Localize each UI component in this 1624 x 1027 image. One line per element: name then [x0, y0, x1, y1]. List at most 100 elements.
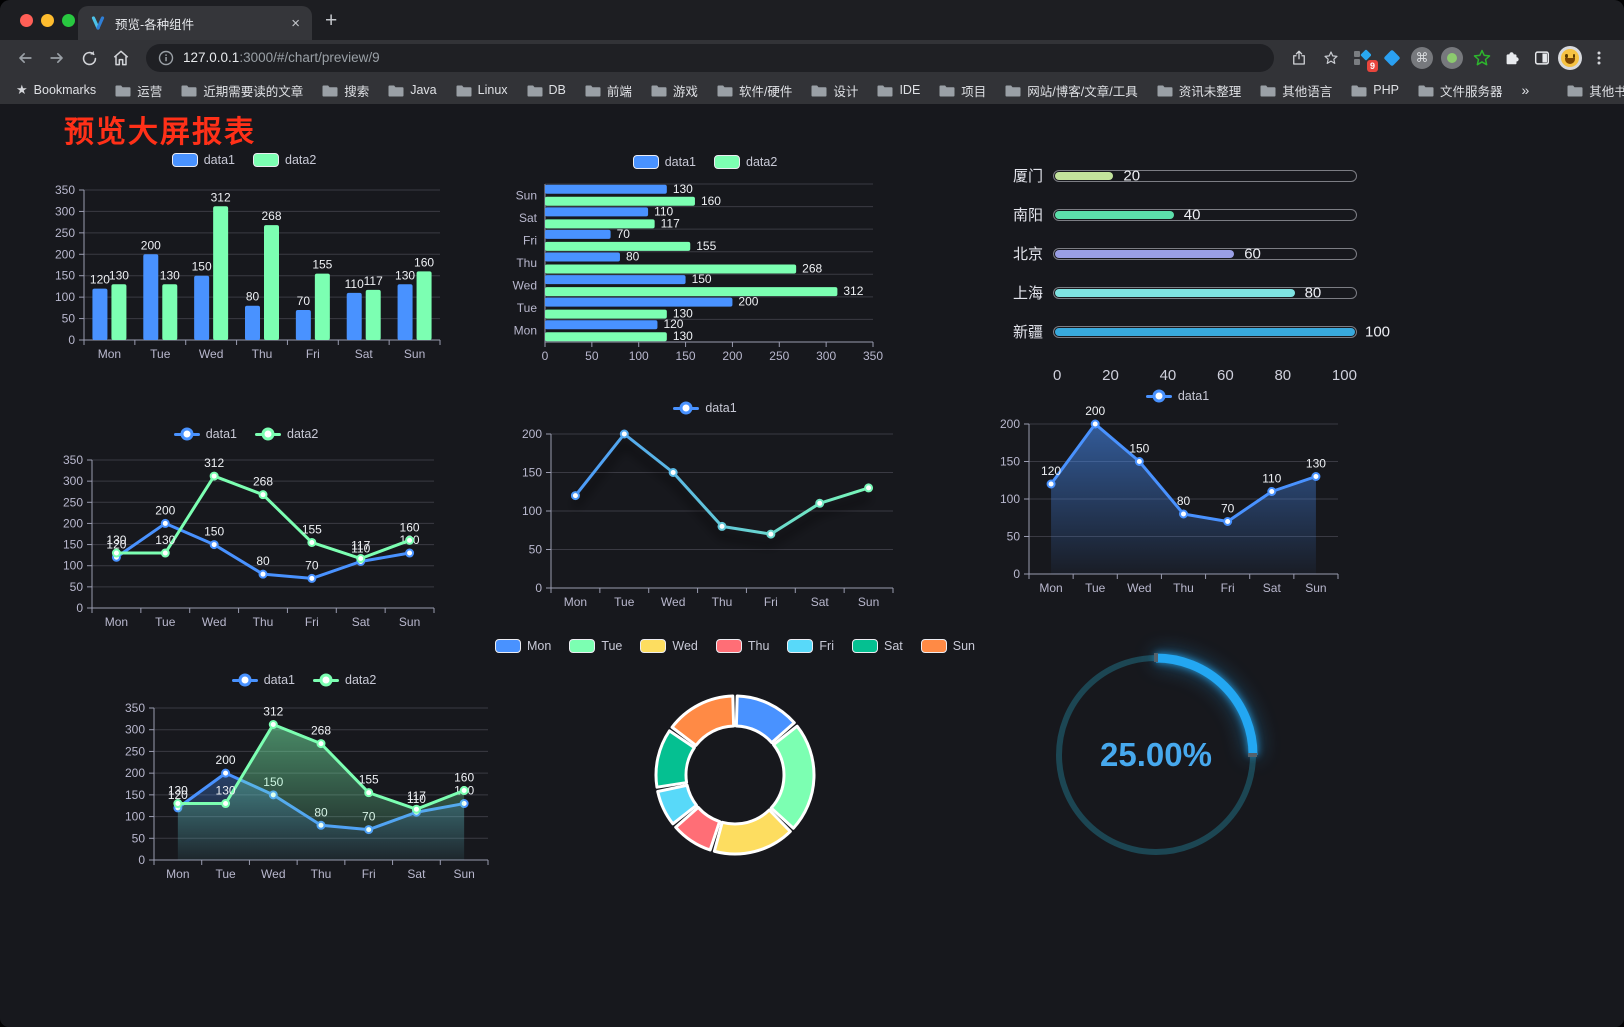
legend-item[interactable]: data1: [632, 155, 696, 169]
site-info-icon[interactable]: [158, 50, 174, 66]
bookmark-star-button[interactable]: [1316, 43, 1346, 73]
url-text[interactable]: 127.0.0.1:3000/#/chart/preview/9: [183, 49, 380, 67]
line-chart-canvas[interactable]: 0 50 100 150 200 250 300 350 Mon Tue Wed Thu Fri Sat S…: [108, 694, 500, 886]
horizontal-bar-chart-canvas[interactable]: Sun Sat Fri Thu Wed Tue Mon 0 50 100 150 200 250 300 3…: [505, 176, 905, 368]
bookmark-folder[interactable]: 文件服务器: [1418, 81, 1502, 100]
line-chart-canvas[interactable]: 0 50 100 150 200 Mon Tue Wed Thu Fri Sat Sun 120 200 1…: [985, 404, 1370, 600]
extensions-puzzle-icon[interactable]: [1498, 44, 1526, 72]
bookmark-folder[interactable]: Linux: [456, 83, 508, 97]
bookmark-folder[interactable]: 资讯未整理: [1157, 81, 1241, 100]
bookmark-folder[interactable]: 搜索: [322, 81, 369, 100]
gauge-chart-canvas[interactable]: 25.00%: [1037, 628, 1277, 884]
bookmark-folder[interactable]: 运营: [115, 81, 162, 100]
capsule-row[interactable]: 厦门 20: [995, 156, 1357, 195]
line-chart-canvas[interactable]: 0 50 100 150 200 250 300 350 Mon Tue Wed Thu Fri Sat S…: [46, 448, 446, 634]
bookmark-folder[interactable]: PHP: [1351, 83, 1399, 97]
menu-kebab-icon[interactable]: [1584, 43, 1614, 73]
legend-item[interactable]: data2: [253, 153, 316, 167]
chart-line[interactable]: data1 0 50 100 150 200 Mon Tue Wed Thu Fri Sat Sun: [505, 396, 905, 619]
legend-item[interactable]: Fri: [787, 639, 834, 653]
legend-item[interactable]: data2: [313, 673, 376, 687]
capsule-row[interactable]: 北京 60: [995, 234, 1357, 273]
extension-green-star-icon[interactable]: [1468, 44, 1496, 72]
bookmarks-manager[interactable]: ★ Bookmarks: [16, 82, 96, 98]
chart-line[interactable]: data1 data2 0 50 100 150 200 250 300 350 Mon Tue Wed…: [46, 422, 446, 639]
legend-item[interactable]: data1: [173, 427, 237, 441]
minimize-window-button[interactable]: [41, 14, 54, 27]
bookmark-folder[interactable]: 游戏: [651, 81, 698, 100]
other-bookmarks[interactable]: 其他书签: [1567, 81, 1624, 100]
bar-chart-canvas[interactable]: 0 50 100 150 200 250 300 350 Mon Tue Wed Thu Fri Sat S…: [38, 174, 450, 366]
close-window-button[interactable]: [20, 14, 33, 27]
chart-gauge[interactable]: 25.00%: [1037, 628, 1277, 889]
legend-item[interactable]: Mon: [494, 639, 551, 653]
legend-item[interactable]: data1: [673, 401, 737, 415]
bookmark-folder-label: 游戏: [672, 84, 698, 99]
pie-slice[interactable]: [734, 694, 796, 745]
svg-text:Sun: Sun: [1305, 581, 1326, 595]
chart-line[interactable]: data1 data2 0 50 100 150 200 250 300 350 Mon Tue Wed…: [108, 668, 500, 891]
extension-command-icon[interactable]: ⌘: [1408, 44, 1436, 72]
window-controls: [20, 14, 75, 27]
maximize-window-button[interactable]: [62, 14, 75, 27]
pie-slice[interactable]: [656, 783, 698, 826]
forward-button[interactable]: [42, 43, 72, 73]
extension-gem-icon[interactable]: [1378, 44, 1406, 72]
bookmark-folder[interactable]: 前端: [585, 81, 632, 100]
profile-avatar[interactable]: [1558, 46, 1582, 70]
chart-line[interactable]: data1 0 50 100 150 200 Mon Tue Wed Thu Fri Sat Sun 12…: [985, 384, 1370, 605]
chart-bar-h[interactable]: data1 data2 Sun Sat Fri Thu Wed Tue Mon 0 50 100 150…: [505, 150, 905, 373]
legend-item[interactable]: data2: [255, 427, 318, 441]
bookmark-folder-label: IDE: [899, 83, 921, 97]
legend-item[interactable]: data2: [714, 155, 777, 169]
extension-tampermonkey-icon[interactable]: 9: [1348, 44, 1378, 72]
svg-text:160: 160: [454, 771, 474, 785]
capsule-row[interactable]: 新疆 100: [995, 312, 1390, 351]
capsule-row[interactable]: 上海 80: [995, 273, 1357, 312]
share-button[interactable]: [1284, 43, 1314, 73]
bookmark-folder[interactable]: 近期需要读的文章: [181, 81, 303, 100]
bookmark-folder[interactable]: 软件/硬件: [717, 81, 792, 100]
bookmarks-overflow-chevron[interactable]: »: [1521, 82, 1530, 98]
donut-chart-canvas[interactable]: [615, 662, 855, 912]
home-button[interactable]: [106, 43, 136, 73]
bookmark-folder[interactable]: Java: [388, 83, 437, 97]
pie-slice[interactable]: [712, 808, 792, 856]
legend-item[interactable]: Thu: [715, 639, 769, 653]
reload-button[interactable]: [74, 43, 104, 73]
legend-item[interactable]: data1: [171, 153, 235, 167]
legend-item[interactable]: data1: [1145, 389, 1209, 403]
chart-capsule[interactable]: 厦门 20 南阳 40 北京 60 上海 80 新疆 100 0 20 40 60 80 100: [995, 156, 1390, 384]
capsule-fill: [1055, 288, 1295, 297]
legend-item[interactable]: Tue: [569, 639, 622, 653]
bookmark-folder[interactable]: 项目: [939, 81, 986, 100]
pie-slice[interactable]: [769, 724, 816, 830]
bookmark-folder[interactable]: 网站/博客/文章/工具: [1005, 81, 1138, 100]
legend-item[interactable]: Wed: [640, 639, 698, 653]
capsule-row[interactable]: 南阳 40: [995, 195, 1357, 234]
legend-label: data1: [664, 155, 696, 169]
reading-list-icon[interactable]: [1528, 44, 1556, 72]
pie-slice[interactable]: [674, 805, 722, 852]
extension-record-icon[interactable]: [1438, 44, 1466, 72]
line-chart-canvas[interactable]: 0 50 100 150 200 Mon Tue Wed Thu Fri Sat Sun: [505, 422, 905, 614]
url-bar[interactable]: 127.0.0.1:3000/#/chart/preview/9: [146, 44, 1274, 72]
tab-close-icon[interactable]: ×: [291, 14, 300, 32]
legend-item[interactable]: Sat: [852, 639, 903, 653]
pie-slice[interactable]: [654, 729, 696, 789]
capsule-fill: [1055, 210, 1174, 219]
back-button[interactable]: [10, 43, 40, 73]
pie-slice[interactable]: [670, 694, 736, 747]
chart-pie[interactable]: Mon Tue Wed Thu Fri Sat Sun: [494, 634, 975, 912]
bookmark-folder[interactable]: IDE: [877, 83, 920, 97]
legend-item[interactable]: data1: [231, 673, 295, 687]
chart-bar[interactable]: data1 data2 0 50 100 150 200 250 300 350 Mon Tue Wed…: [38, 148, 450, 371]
legend-label: Wed: [672, 639, 698, 653]
bookmark-folder[interactable]: DB: [527, 83, 566, 97]
browser-tab[interactable]: 预览-各种组件 ×: [78, 6, 312, 40]
bookmark-folder[interactable]: 设计: [811, 81, 858, 100]
new-tab-button[interactable]: +: [325, 9, 338, 32]
bookmark-folder[interactable]: 其他语言: [1260, 81, 1332, 100]
legend-item[interactable]: Sun: [920, 639, 975, 653]
svg-text:Mon: Mon: [98, 347, 121, 361]
